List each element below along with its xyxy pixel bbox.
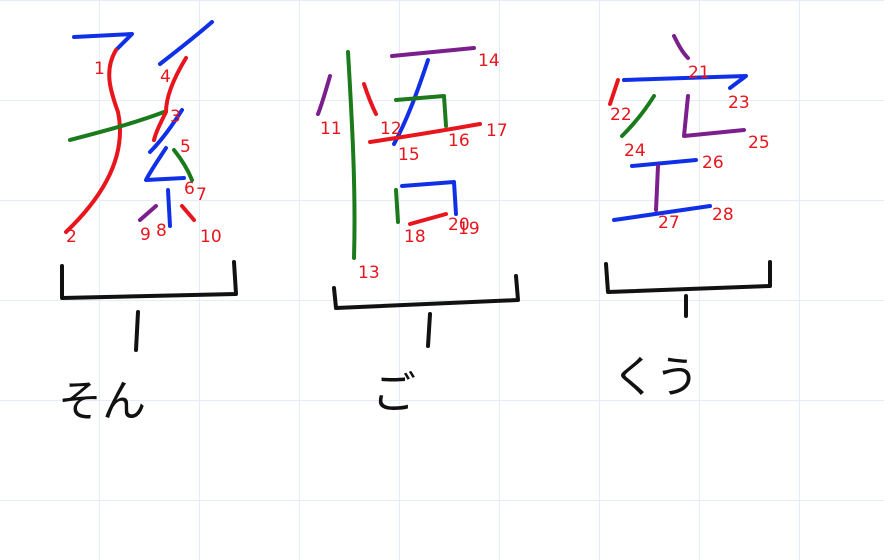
stroke-number: 25 bbox=[748, 133, 770, 153]
stroke-20 bbox=[408, 212, 448, 226]
stroke-18 bbox=[394, 188, 400, 224]
reading-son: そん bbox=[58, 376, 146, 427]
stroke-number: 19 bbox=[458, 219, 480, 239]
stroke-5 bbox=[148, 108, 184, 154]
stroke-9 bbox=[138, 204, 158, 222]
stroke-28 bbox=[612, 204, 712, 222]
reading-brackets bbox=[60, 260, 772, 352]
stroke-19 bbox=[400, 180, 458, 216]
reading-go: ご bbox=[372, 368, 416, 419]
stroke-10 bbox=[180, 204, 196, 222]
stroke-4b bbox=[152, 56, 188, 142]
stroke-number: 26 bbox=[702, 153, 724, 173]
stroke-number: 11 bbox=[320, 119, 342, 139]
reading-kuu: くう bbox=[612, 352, 699, 403]
stroke-number: 28 bbox=[712, 205, 734, 225]
stroke-number: 8 bbox=[156, 221, 167, 241]
stroke-number: 18 bbox=[404, 227, 426, 247]
stroke-number: 14 bbox=[478, 51, 500, 71]
stroke-23 bbox=[622, 74, 748, 90]
stroke-12 bbox=[362, 82, 378, 116]
stroke-16 bbox=[394, 94, 448, 128]
stroke-number: 23 bbox=[728, 93, 750, 113]
stroke-number: 3 bbox=[170, 107, 181, 127]
stroke-number: 12 bbox=[380, 119, 402, 139]
stroke-number: 24 bbox=[624, 141, 646, 161]
bracket-go bbox=[332, 274, 520, 348]
stroke-number: 10 bbox=[200, 227, 222, 247]
stroke-25 bbox=[682, 94, 746, 138]
stroke-14 bbox=[390, 46, 476, 58]
stroke-number: 27 bbox=[658, 213, 680, 233]
stroke-1 bbox=[72, 32, 134, 52]
stroke-number: 16 bbox=[448, 131, 470, 151]
stroke-11 bbox=[316, 74, 332, 116]
stroke-number: 21 bbox=[688, 63, 710, 83]
stroke-27 bbox=[654, 164, 660, 212]
stroke-number: 13 bbox=[358, 263, 380, 283]
character-kuu-strokes bbox=[608, 34, 748, 222]
character-son-strokes bbox=[64, 20, 214, 234]
character-go-labels: 11 12 13 14 15 16 17 18 19 20 bbox=[320, 51, 508, 283]
stroke-21 bbox=[672, 34, 690, 60]
stroke-7 bbox=[172, 148, 194, 182]
stroke-number: 20 bbox=[448, 215, 470, 235]
stroke-8 bbox=[166, 188, 172, 228]
stroke-17 bbox=[368, 122, 482, 144]
stroke-4 bbox=[158, 20, 214, 66]
stroke-number: 22 bbox=[610, 105, 632, 125]
stroke-13 bbox=[346, 50, 357, 260]
stroke-number: 2 bbox=[66, 227, 77, 247]
bracket-kuu bbox=[604, 260, 772, 318]
stroke-number: 1 bbox=[94, 59, 105, 79]
character-son-labels: 1 2 3 4 5 6 7 8 9 10 bbox=[66, 59, 222, 247]
stroke-number: 7 bbox=[196, 185, 207, 205]
stroke-number: 6 bbox=[184, 179, 195, 199]
bracket-son bbox=[60, 260, 238, 352]
stroke-24 bbox=[620, 94, 656, 138]
stroke-number: 5 bbox=[180, 137, 191, 157]
character-kuu-labels: 21 22 23 24 25 26 27 28 bbox=[610, 63, 770, 233]
stroke-22 bbox=[608, 78, 620, 106]
stroke-number: 15 bbox=[398, 145, 420, 165]
stroke-3 bbox=[68, 110, 166, 142]
stroke-number: 9 bbox=[140, 225, 151, 245]
stroke-26 bbox=[630, 158, 698, 168]
character-go-strokes bbox=[316, 46, 482, 260]
stroke-6 bbox=[144, 146, 186, 182]
readings: そん ご くう bbox=[58, 352, 699, 427]
stroke-2 bbox=[64, 48, 122, 234]
stroke-number: 17 bbox=[486, 121, 508, 141]
stroke-number: 4 bbox=[160, 67, 171, 87]
